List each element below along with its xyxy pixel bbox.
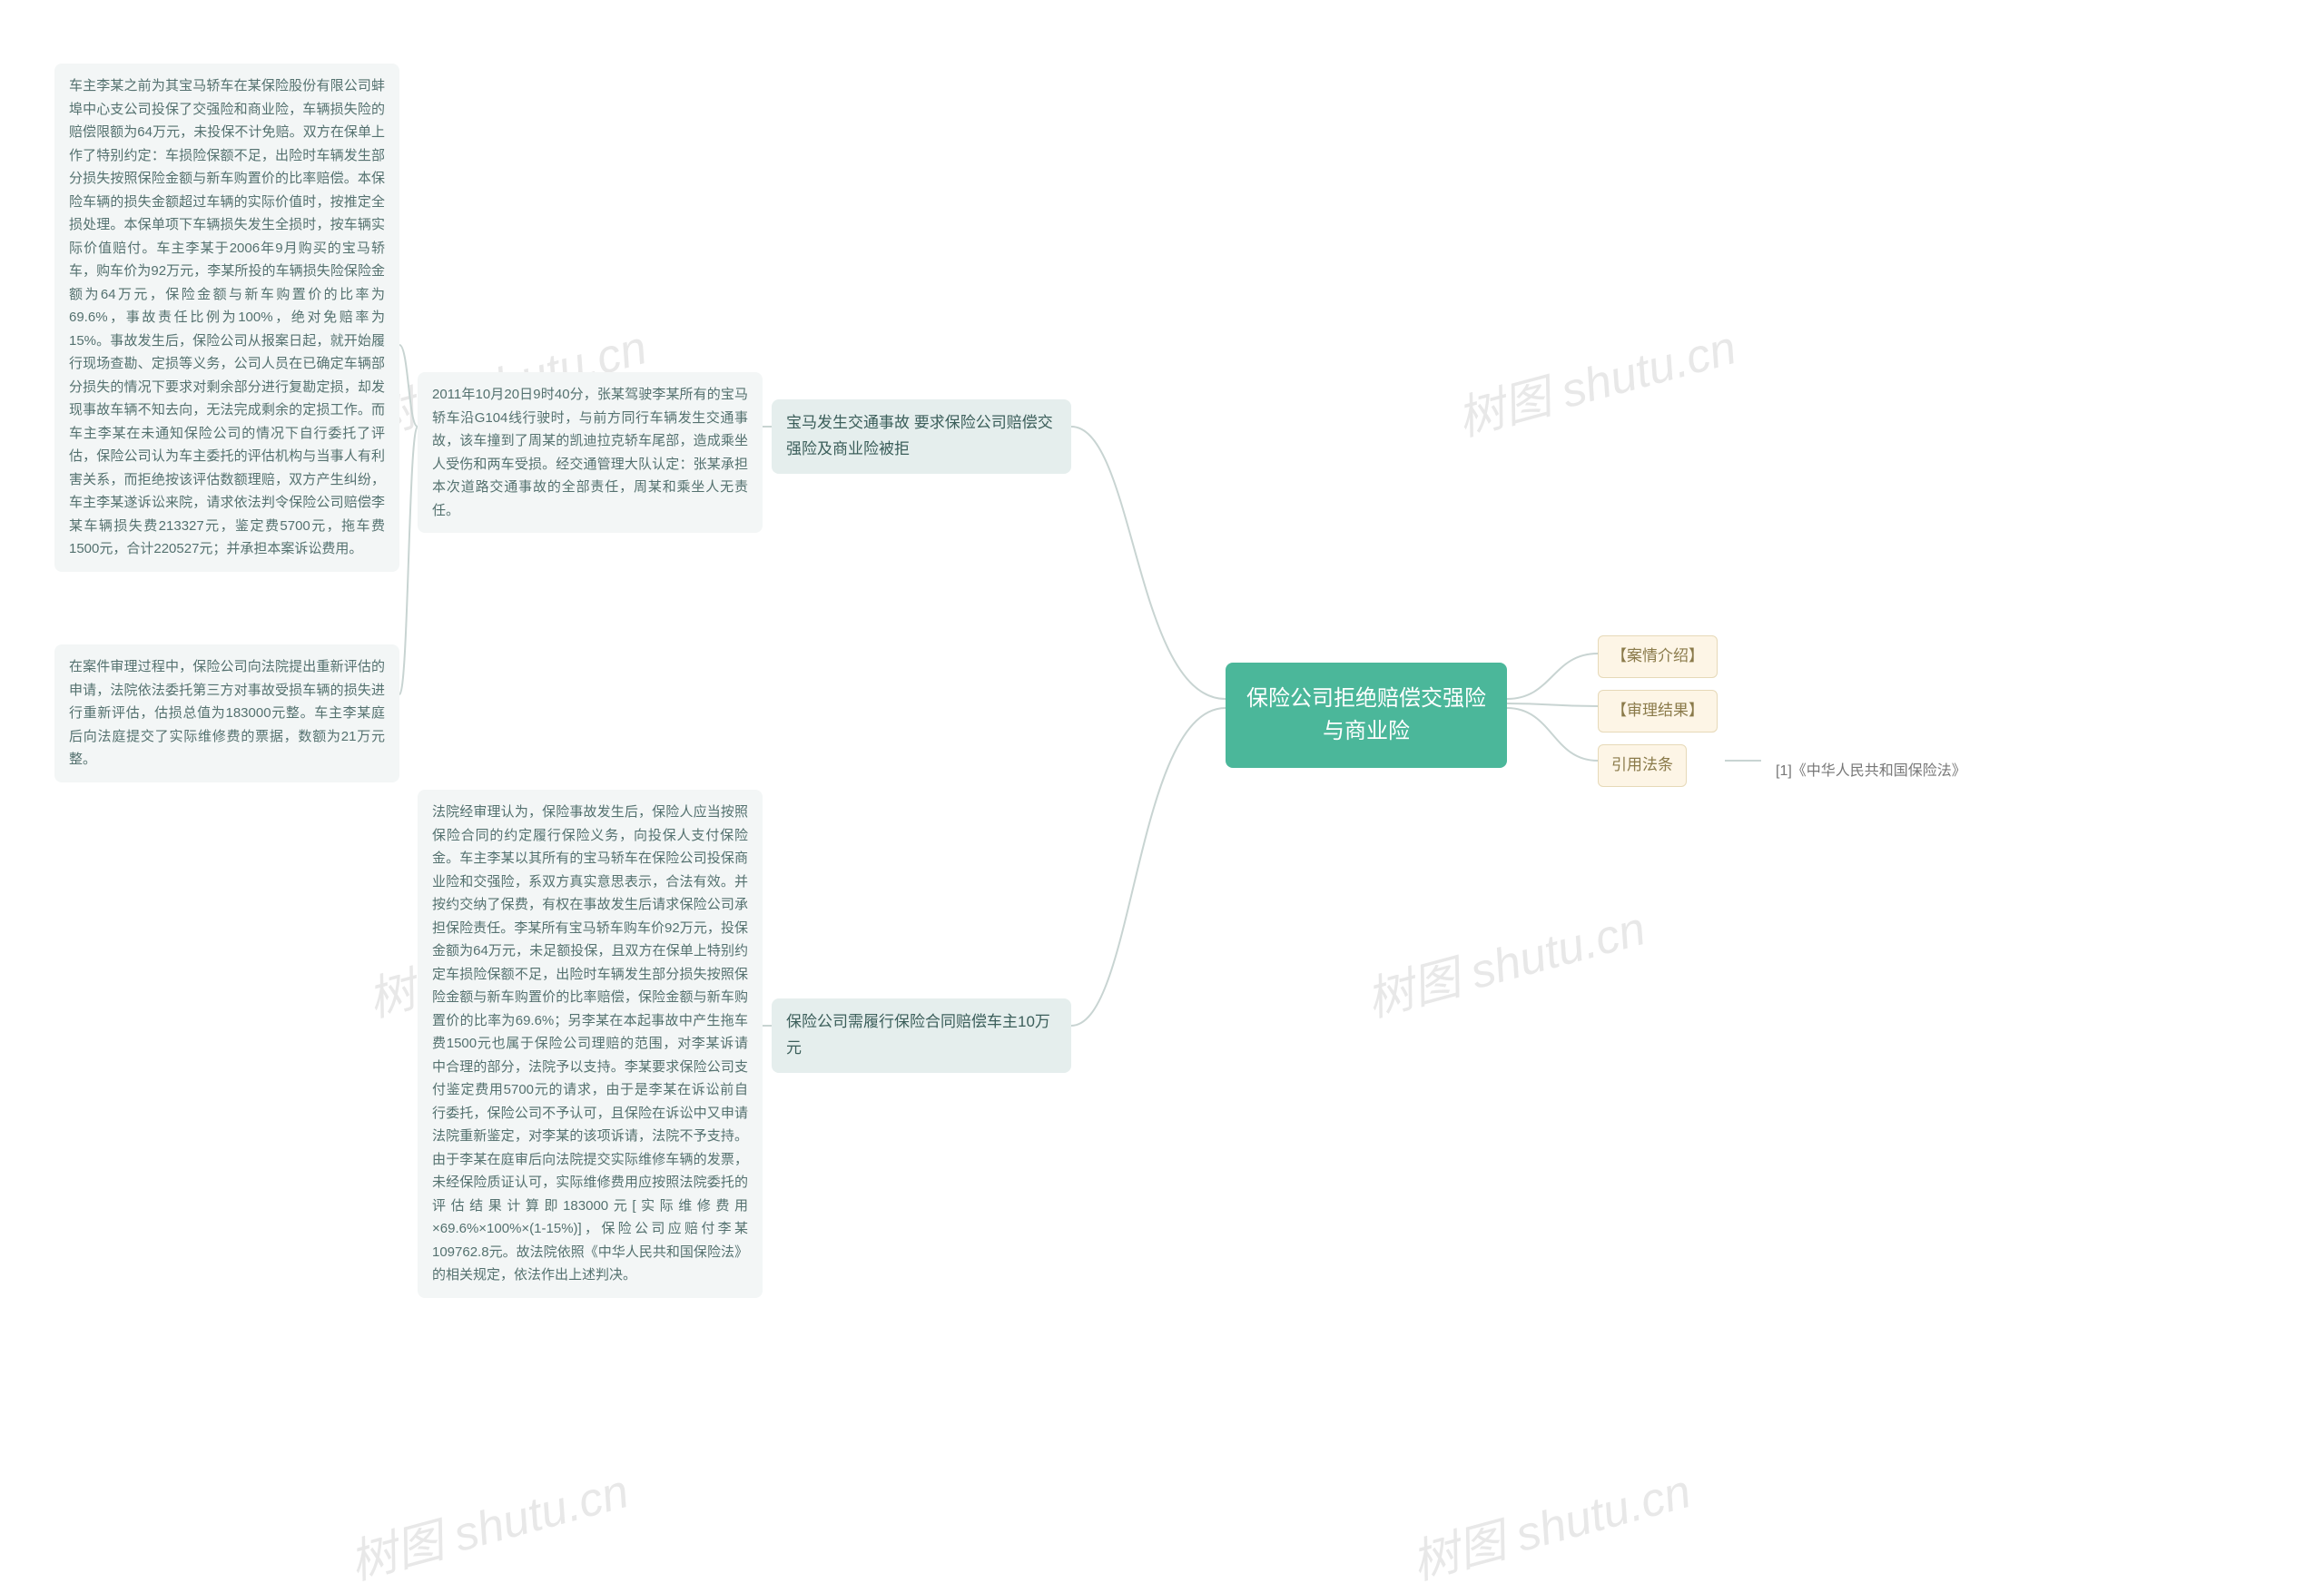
tag-trial-result[interactable]: 【审理结果】	[1598, 690, 1718, 733]
root-node[interactable]: 保险公司拒绝赔偿交强险与商业险	[1226, 663, 1507, 768]
mid-compensation-summary[interactable]: 保险公司需履行保险合同赔偿车主10万元	[772, 998, 1071, 1073]
detail-insurance-background[interactable]: 车主李某之前为其宝马轿车在某保险股份有限公司蚌埠中心支公司投保了交强险和商业险，…	[54, 64, 399, 572]
watermark: 树图 shutu.cn	[341, 1453, 635, 1593]
watermark: 树图 shutu.cn	[1358, 890, 1652, 1030]
tag-case-intro[interactable]: 【案情介绍】	[1598, 635, 1718, 678]
detail-reassessment[interactable]: 在案件审理过程中，保险公司向法院提出重新评估的申请，法院依法委托第三方对事故受损…	[54, 644, 399, 782]
watermark: 树图 shutu.cn	[1403, 1453, 1698, 1593]
cited-law-ref: [1]《中华人民共和国保险法》	[1761, 748, 1981, 794]
detail-accident[interactable]: 2011年10月20日9时40分，张某驾驶李某所有的宝马轿车沿G104线行驶时，…	[418, 372, 763, 533]
watermark: 树图 shutu.cn	[1449, 310, 1743, 449]
mid-accident-summary[interactable]: 宝马发生交通事故 要求保险公司赔偿交强险及商业险被拒	[772, 399, 1071, 474]
tag-cited-law[interactable]: 引用法条	[1598, 744, 1687, 787]
detail-court-ruling[interactable]: 法院经审理认为，保险事故发生后，保险人应当按照保险合同的约定履行保险义务，向投保…	[418, 790, 763, 1298]
